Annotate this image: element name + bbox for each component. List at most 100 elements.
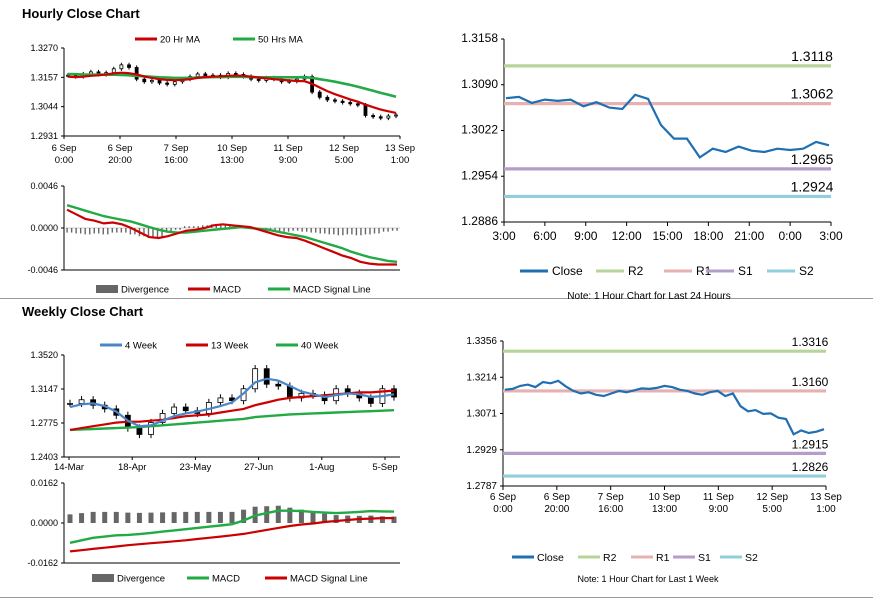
legend-weekly-divergence-swatch	[92, 574, 114, 582]
weekly-macd-line	[69, 509, 395, 544]
hourly-candle-body	[165, 82, 170, 85]
weekly-divergence-bar	[183, 511, 189, 523]
weekly-candle-body	[367, 397, 374, 404]
weekly-levels-x-time: 1:00	[816, 504, 836, 515]
weekly-candle-body	[391, 388, 397, 398]
weekly-price-x-label: 18-Apr	[118, 462, 147, 473]
hourly-divergence-bar	[287, 228, 290, 232]
hourly-divergence-bar	[70, 228, 73, 233]
hourly-price-x-time: 20:00	[108, 155, 132, 166]
hourly-price-x-date: 10 Sep	[217, 143, 247, 154]
weekly-levels-x-time: 5:00	[762, 504, 782, 515]
legend-hourly-divergence-label: Divergence	[121, 285, 169, 296]
hourly-divergence-bar	[98, 228, 100, 234]
hourly-macd-signal-line	[66, 204, 398, 263]
hourly-divergence-bar	[278, 228, 281, 232]
legend-weekly-levels-s1-label: S1	[698, 552, 711, 564]
hourly-levels-note: Note: 1 Hour Chart for Last 24 Hours	[567, 291, 730, 302]
hourly-divergence-bar	[89, 228, 91, 235]
legend-hourly-macd-label: MACD	[213, 285, 241, 296]
hourly-candle-body	[378, 116, 383, 119]
hourly-divergence-bar	[378, 228, 380, 234]
hourly-divergence-bar	[125, 228, 127, 233]
hourly-levels-x-label: 9:00	[574, 229, 598, 243]
hourly-divergence-bar	[66, 228, 68, 233]
legend-weekly-levels-s2-label: S2	[745, 552, 758, 564]
weekly-levels-level-label-s1: 1.2915	[792, 437, 829, 451]
hourly-price-y-tick-label: 1.2931	[30, 131, 58, 141]
weekly-candle-body	[252, 368, 259, 390]
hourly-candle-body	[333, 99, 337, 102]
hourly-20hr-ma-line	[67, 71, 397, 114]
section-divider	[0, 298, 873, 299]
hourly-levels-x-label: 3:00	[819, 229, 843, 243]
hourly-candle-body	[256, 78, 261, 81]
weekly-price-x-label: 1-Aug	[309, 462, 334, 473]
hourly-levels-close-line	[505, 93, 830, 159]
legend-hourly-levels-s2-label: S2	[799, 264, 814, 278]
weekly-candle-body	[171, 406, 178, 414]
legend-20hr-ma-label: 20 Hr MA	[160, 35, 201, 46]
weekly-price-x-label: 5-Sep	[372, 462, 397, 473]
weekly-macd-signal-line	[69, 516, 394, 553]
hourly-divergence-bar	[337, 228, 340, 236]
weekly-divergence-bar	[67, 514, 73, 523]
hourly-divergence-bar	[229, 225, 231, 228]
weekly-levels-y-tick-label: 1.3214	[466, 372, 497, 383]
hourly-divergence-bar	[134, 228, 136, 235]
hourly-divergence-bar	[346, 228, 349, 235]
weekly-candle-body	[182, 406, 189, 412]
hourly-divergence-bar	[183, 226, 186, 228]
hourly-macd-y-tick-label: 0.0000	[30, 223, 58, 233]
hourly-price-x-time: 9:00	[279, 155, 298, 166]
hourly-divergence-bar	[283, 228, 285, 232]
hourly-candle-body	[111, 68, 116, 74]
weekly-levels-x-time: 9:00	[709, 504, 729, 515]
hourly-divergence-bar	[179, 228, 181, 230]
hourly-divergence-bar	[192, 226, 195, 228]
weekly-divergence-bar	[333, 515, 339, 523]
hourly-divergence-bar	[202, 225, 204, 228]
legend-weekly-levels-r2-label: R2	[603, 552, 617, 564]
hourly-divergence-bar	[301, 228, 303, 232]
hourly-divergence-bar	[170, 228, 172, 233]
hourly-divergence-bar	[296, 228, 299, 231]
weekly-candle-body	[159, 413, 166, 423]
weekly-divergence-bar	[298, 509, 304, 523]
hourly-50hr-ma-line	[67, 72, 397, 99]
weekly-levels-x-date: 6 Sep	[490, 492, 517, 503]
weekly-divergence-bar	[264, 506, 270, 523]
weekly-levels-x-date: 10 Sep	[649, 492, 681, 503]
hourly-levels-y-tick-label: 1.3090	[461, 77, 498, 91]
hourly-divergence-bar	[156, 228, 159, 238]
hourly-candle-body	[340, 100, 345, 103]
hourly-candle-body	[203, 73, 208, 77]
weekly-levels-y-tick-label: 1.3356	[466, 336, 497, 347]
weekly-divergence-bar	[194, 511, 200, 523]
hourly-divergence-bar	[152, 228, 154, 239]
weekly-divergence-bar	[148, 512, 154, 523]
hourly-divergence-bar	[143, 228, 145, 237]
weekly-4-week-line	[69, 377, 395, 428]
hourly-divergence-bar	[215, 224, 217, 228]
hourly-divergence-bar	[220, 224, 222, 228]
hourly-divergence-bar	[396, 228, 398, 231]
hourly-divergence-bar	[315, 228, 317, 233]
hourly-divergence-bar	[360, 228, 362, 236]
hourly-price-x-date: 6 Sep	[52, 143, 77, 154]
hourly-levels-x-label: 12:00	[612, 229, 642, 243]
hourly-levels-level-label-s1: 1.2965	[791, 151, 834, 167]
weekly-candle-body	[148, 422, 154, 435]
weekly-candle-body	[275, 383, 282, 387]
weekly-levels-x-time: 20:00	[544, 504, 569, 515]
weekly-macd-y-tick-label: -0.0162	[27, 558, 58, 568]
hourly-price-y-tick-label: 1.3270	[30, 43, 58, 53]
legend-4-week-label: 4 Week	[125, 341, 157, 352]
hourly-divergence-bar	[161, 228, 163, 238]
hourly-levels-y-tick-label: 1.3158	[461, 31, 498, 45]
hourly-divergence-bar	[102, 228, 104, 235]
hourly-levels-x-label: 18:00	[693, 229, 723, 243]
weekly-levels-level-label-s2: 1.2826	[792, 460, 829, 474]
hourly-macd-y-tick-label: 0.0046	[30, 181, 58, 191]
hourly-candle-body	[371, 115, 376, 118]
